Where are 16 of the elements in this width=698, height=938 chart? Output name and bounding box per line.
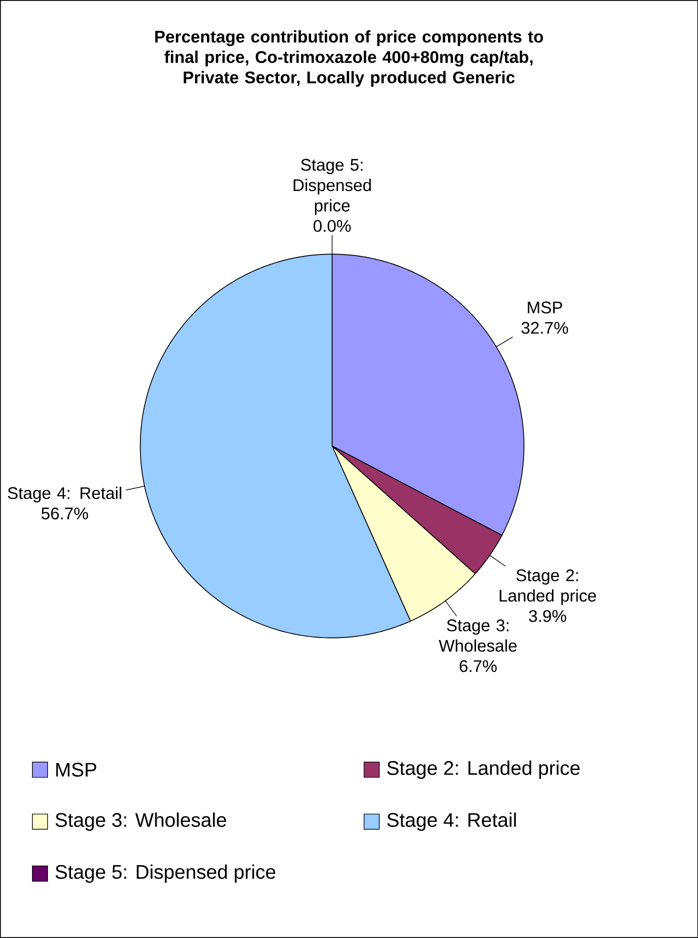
legend-label: Stage 5: Dispensed price: [55, 864, 276, 883]
data-label: 6.7%: [460, 660, 497, 672]
legend-label: MSP: [56, 762, 96, 777]
legend-label: Stage 4: Retail: [387, 812, 516, 831]
category-label: Stage 5: Dispensed price: [294, 158, 371, 215]
slice-label: MSP: [528, 302, 562, 314]
slice-label: Stage 4: Retail: [8, 486, 122, 502]
data-label: 32.7%: [521, 322, 568, 334]
data-label: 56.7%: [41, 508, 88, 520]
text: 0.0%: [313, 220, 351, 232]
data-label: 3.9%: [528, 610, 566, 622]
slice-label: Stage 2: Landed price: [500, 569, 596, 605]
legend-label: Stage 2: Landed price: [387, 760, 580, 779]
chart-title: Percentage contribution of price components to final price, Co-trimoxazole 400+80mg cap/tab, Private Sector, Locally produced Generic: [155, 30, 543, 87]
legend-label: Stage 3: Wholesale: [55, 812, 226, 831]
slice-label: Stage 3: Wholesale: [438, 619, 517, 652]
